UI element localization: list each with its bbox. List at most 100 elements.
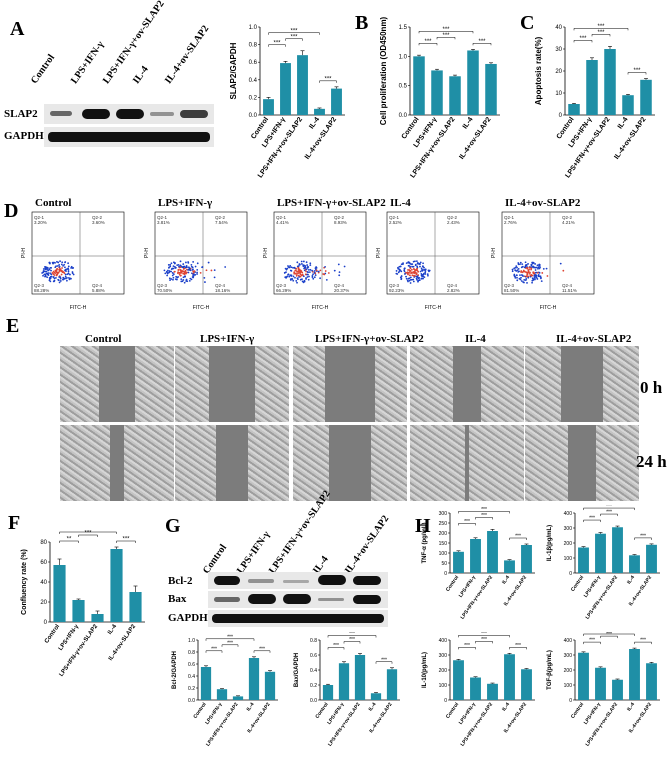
flow-event xyxy=(164,269,166,271)
flow-event xyxy=(52,263,54,265)
bar xyxy=(431,70,443,115)
flow-event xyxy=(61,270,63,272)
y-tick-label: 100 xyxy=(439,551,448,557)
flow-event xyxy=(316,270,318,272)
flow-event xyxy=(306,261,308,263)
flow-event xyxy=(305,278,307,280)
significance-label: *** xyxy=(381,657,387,663)
wound-col-label: IL-4+ov-SLAP2 xyxy=(556,333,631,345)
flow-event xyxy=(416,268,418,270)
significance-label: *** xyxy=(324,76,332,82)
significance-label: *** xyxy=(442,27,450,33)
flow-event xyxy=(315,274,317,276)
wound-image xyxy=(410,425,524,501)
flow-event xyxy=(178,264,180,266)
bar xyxy=(504,560,515,573)
flow-event xyxy=(306,268,308,270)
bar xyxy=(629,649,640,700)
flow-event xyxy=(58,264,60,266)
bar xyxy=(586,60,598,115)
flow-event xyxy=(422,274,424,276)
flow-event xyxy=(399,270,401,272)
flow-event xyxy=(344,266,346,268)
x-tick-label: Control xyxy=(44,623,61,644)
flow-title: LPS+IFN-γ+ov-SLAP2 xyxy=(277,197,386,209)
x-tick-label: Control xyxy=(445,701,460,720)
flow-event xyxy=(64,270,66,272)
x-tick-label: IL-4 xyxy=(626,575,636,586)
flow-event xyxy=(64,266,66,268)
flow-event xyxy=(196,269,198,271)
band xyxy=(214,576,240,585)
flow-event xyxy=(410,282,412,284)
flow-event xyxy=(534,277,536,279)
flow-event xyxy=(400,278,402,280)
flow-event xyxy=(334,270,336,272)
flow-event xyxy=(407,269,409,271)
y-tick-label: 0.6 xyxy=(188,662,195,668)
flow-event xyxy=(174,267,176,269)
flow-event xyxy=(521,280,523,282)
flow-event xyxy=(183,270,185,272)
quadrant-label: 66.29% xyxy=(276,288,291,293)
flow-event xyxy=(189,269,191,271)
blot-g-bax-strip xyxy=(208,591,388,608)
y-tick-label: 0.0 xyxy=(310,698,317,704)
chart-h2: 0100200300400IL-1β(pg/mL)ControlLPS+IFN-… xyxy=(543,505,668,630)
x-tick-label: IL-4 xyxy=(308,116,321,130)
bar xyxy=(129,592,141,622)
bar xyxy=(521,669,532,700)
cell-layer xyxy=(603,346,639,422)
flow-event xyxy=(405,276,407,278)
significance-label: *** xyxy=(589,638,595,644)
flow-event xyxy=(522,266,524,268)
flow-event xyxy=(413,281,415,283)
y-tick-label: 20 xyxy=(40,600,47,606)
y-tick-label: 400 xyxy=(439,638,448,644)
bar xyxy=(487,531,498,573)
significance-label: *** xyxy=(478,39,486,45)
flow-event xyxy=(541,272,543,274)
quadrant-label: 5.88% xyxy=(92,288,105,293)
wound-col-label: LPS+IFN-γ+ov-SLAP2 xyxy=(315,333,424,345)
bar xyxy=(612,680,623,700)
flow-event xyxy=(540,278,542,280)
x-tick-label: IL-4 xyxy=(501,702,511,713)
y-tick-label: 0.5 xyxy=(399,84,408,90)
blot-a-gapdh-strip xyxy=(44,127,214,147)
bar xyxy=(371,693,381,700)
flow-event xyxy=(512,269,514,271)
flow-event xyxy=(407,274,409,276)
cell-layer xyxy=(248,425,289,501)
bar xyxy=(568,104,580,115)
y-tick-label: 300 xyxy=(439,653,448,659)
cell-layer xyxy=(135,346,174,422)
flow-event xyxy=(180,265,182,267)
flow-event xyxy=(296,282,298,284)
flow-event xyxy=(535,269,537,271)
blot-g-lane-label: IL-4+ov-SLAP2 xyxy=(343,514,391,576)
flow-event xyxy=(516,274,518,276)
flow-event xyxy=(420,261,422,263)
y-tick-label: 0.4 xyxy=(310,668,317,674)
bar xyxy=(280,63,291,115)
bar xyxy=(467,50,479,115)
y-tick-label: 1.0 xyxy=(249,25,258,31)
wound-col-label: IL-4 xyxy=(465,333,486,345)
x-tick-label: Control xyxy=(570,574,585,593)
band xyxy=(283,594,311,604)
flow-event xyxy=(168,264,170,266)
y-tick-label: 0.0 xyxy=(249,113,258,119)
flow-event xyxy=(189,280,191,282)
cell-layer xyxy=(255,346,289,422)
x-tick-label: LPS+IFN-γ+ov-SLAP2 xyxy=(460,575,495,621)
wound-image xyxy=(293,425,407,501)
flow-event xyxy=(338,264,340,266)
flow-event xyxy=(185,262,187,264)
significance-label: *** xyxy=(640,533,646,539)
flow-event xyxy=(309,271,311,273)
cell-layer xyxy=(596,425,639,501)
cell-layer xyxy=(525,346,561,422)
cell-layer xyxy=(175,425,216,501)
bar xyxy=(453,660,464,700)
